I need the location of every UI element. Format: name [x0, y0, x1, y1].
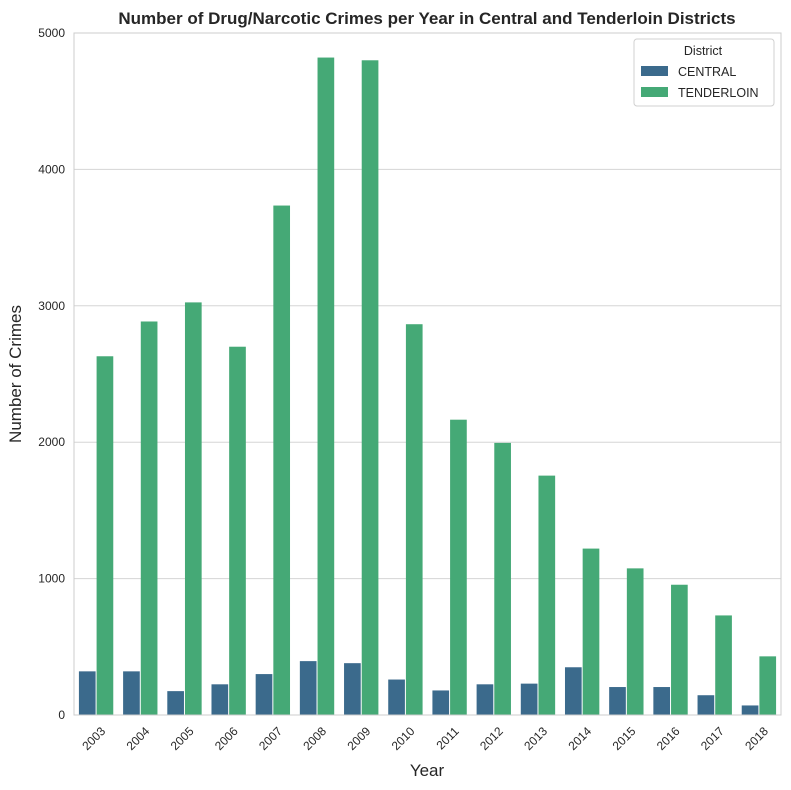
bar-central-2012 — [476, 684, 494, 715]
x-tick-label: 2015 — [610, 724, 639, 753]
legend-box — [633, 38, 775, 107]
x-tick-label: 2007 — [256, 724, 285, 753]
bar-tenderloin-2011 — [450, 419, 467, 715]
bar-tenderloin-2004 — [140, 321, 158, 715]
bar-central-2018 — [741, 705, 759, 715]
x-tick-label: 2003 — [79, 724, 108, 753]
bar-tenderloin-2015 — [626, 568, 644, 715]
bar-tenderloin-2005 — [184, 302, 202, 715]
legend-title: District — [684, 44, 723, 58]
bars — [78, 57, 777, 715]
x-tick-label: 2009 — [344, 724, 373, 753]
x-tick-label: 2018 — [742, 724, 771, 753]
bar-tenderloin-2007 — [273, 205, 291, 715]
bar-central-2017 — [697, 695, 715, 715]
bar-central-2014 — [564, 667, 582, 715]
x-axis-label: Year — [410, 761, 445, 780]
bar-tenderloin-2018 — [759, 656, 777, 715]
bar-central-2005 — [167, 691, 184, 715]
y-tick-label: 3000 — [38, 299, 65, 313]
x-tick-label: 2004 — [124, 724, 153, 753]
bar-central-2006 — [211, 684, 229, 715]
bar-tenderloin-2003 — [96, 356, 114, 715]
legend-swatch-tenderloin — [641, 87, 668, 97]
bar-central-2010 — [388, 679, 405, 715]
bar-central-2015 — [609, 687, 626, 715]
x-tick-label: 2005 — [168, 724, 197, 753]
x-tick-label: 2006 — [212, 724, 241, 753]
plot-frame — [73, 32, 782, 716]
x-tick-label: 2014 — [565, 724, 594, 753]
y-tick-label: 2000 — [38, 435, 65, 449]
bar-central-2003 — [78, 671, 96, 715]
x-tick-label: 2017 — [698, 724, 727, 753]
bar-central-2004 — [123, 671, 140, 715]
x-tick-label: 2012 — [477, 724, 506, 753]
bar-tenderloin-2012 — [494, 442, 511, 715]
x-tick-label: 2011 — [434, 724, 462, 752]
bar-tenderloin-2006 — [229, 346, 246, 715]
y-tick-label: 0 — [58, 708, 65, 722]
legend-label-central: CENTRAL — [678, 65, 736, 79]
x-tick-labels: 2003 2004 2005 2006 2007 2008 2009 2010 2011 2012… — [79, 724, 771, 753]
y-tick-labels: 0 1000 2000 3000 4000 5000 — [38, 26, 65, 722]
bar-central-2008 — [299, 661, 317, 715]
bar-tenderloin-2008 — [317, 57, 335, 715]
bar-central-2009 — [344, 663, 361, 715]
y-tick-label: 1000 — [38, 572, 65, 586]
x-tick-label: 2016 — [654, 724, 683, 753]
y-tick-label: 4000 — [38, 162, 65, 176]
bar-central-2007 — [255, 674, 273, 715]
y-axis-label: Number of Crimes — [6, 305, 25, 443]
x-tick-label: 2010 — [389, 724, 418, 753]
bar-tenderloin-2013 — [538, 475, 556, 715]
x-tick-label: 2008 — [300, 724, 329, 753]
bar-tenderloin-2010 — [405, 324, 423, 715]
bar-tenderloin-2016 — [671, 584, 688, 715]
bar-tenderloin-2017 — [715, 615, 732, 715]
legend: District CENTRAL TENDERLOIN — [633, 38, 775, 107]
bar-tenderloin-2014 — [582, 548, 600, 715]
bar-central-2016 — [653, 687, 671, 715]
bar-tenderloin-2009 — [361, 60, 379, 715]
y-tick-label: 5000 — [38, 26, 65, 40]
legend-label-tenderloin: TENDERLOIN — [678, 86, 759, 100]
chart-title: Number of Drug/Narcotic Crimes per Year … — [118, 9, 735, 28]
x-tick-label: 2013 — [521, 724, 550, 753]
bar-central-2011 — [432, 690, 450, 715]
bar-central-2013 — [520, 683, 538, 715]
legend-swatch-central — [641, 66, 668, 76]
